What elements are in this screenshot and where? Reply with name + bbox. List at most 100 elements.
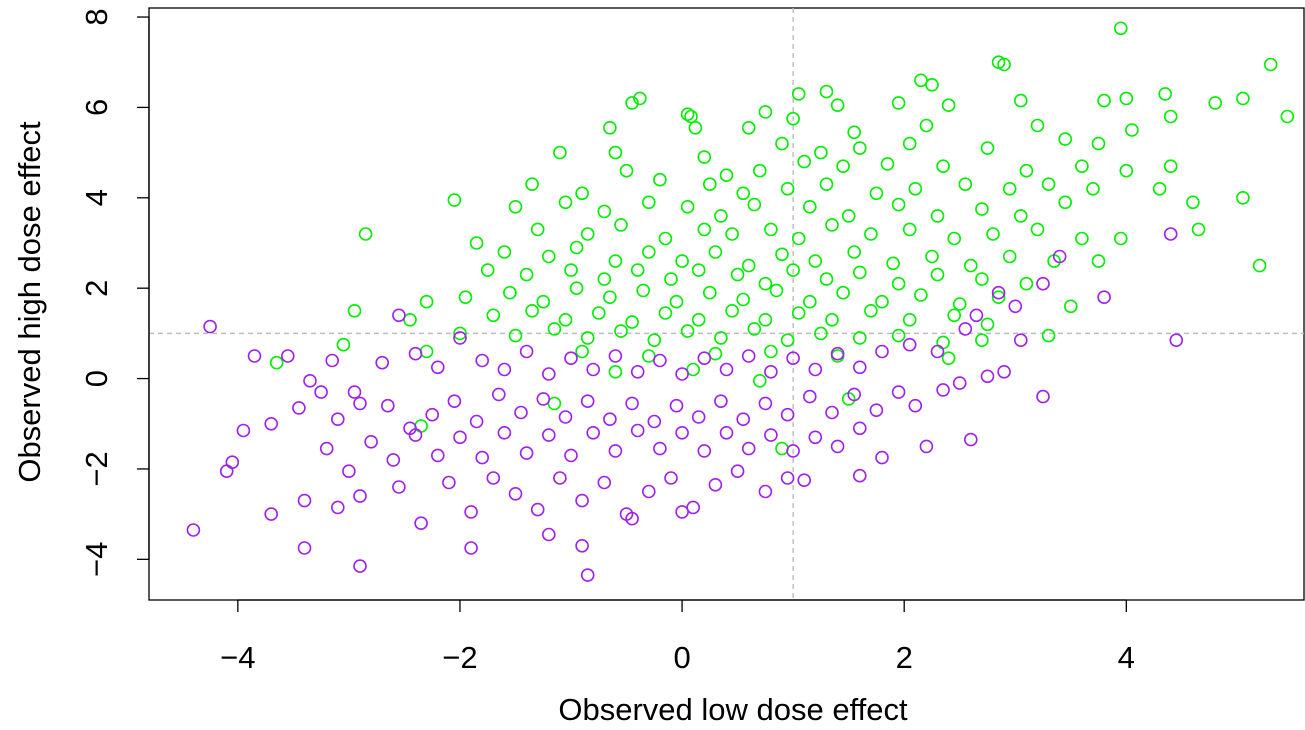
point-1-117 bbox=[508, 486, 523, 501]
point-0-95 bbox=[864, 227, 878, 241]
point-1-6 bbox=[375, 355, 390, 370]
point-0-124 bbox=[597, 272, 612, 286]
point-0-99 bbox=[1030, 222, 1045, 237]
point-0-203 bbox=[775, 441, 789, 456]
point-0-187 bbox=[1041, 328, 1056, 343]
point-0-155 bbox=[403, 312, 417, 327]
point-0-192 bbox=[708, 346, 723, 361]
point-1-30 bbox=[902, 337, 917, 352]
point-0-148 bbox=[802, 294, 817, 309]
point-0-184 bbox=[891, 328, 906, 343]
point-1-42 bbox=[225, 455, 240, 470]
point-0-9 bbox=[633, 91, 647, 106]
point-1-134 bbox=[353, 559, 367, 573]
point-0-176 bbox=[614, 324, 628, 338]
point-1-125 bbox=[686, 500, 701, 515]
point-0-142 bbox=[603, 290, 617, 305]
point-0-89 bbox=[658, 231, 673, 246]
point-0-2 bbox=[997, 57, 1011, 72]
point-0-135 bbox=[975, 272, 989, 286]
point-1-0 bbox=[203, 319, 217, 334]
point-1-26 bbox=[808, 362, 823, 377]
point-1-61 bbox=[625, 396, 639, 411]
point-0-28 bbox=[919, 118, 934, 133]
point-0-193 bbox=[764, 344, 778, 359]
point-1-18 bbox=[630, 364, 645, 379]
point-0-169 bbox=[947, 308, 962, 323]
point-1-84 bbox=[408, 428, 423, 442]
point-0-162 bbox=[691, 312, 706, 327]
point-0-4 bbox=[914, 73, 928, 88]
point-1-115 bbox=[464, 505, 478, 519]
point-1-73 bbox=[891, 385, 906, 399]
point-1-128 bbox=[758, 484, 773, 499]
point-0-48 bbox=[936, 159, 950, 173]
point-1-83 bbox=[386, 453, 401, 467]
point-0-72 bbox=[641, 195, 656, 210]
point-0-12 bbox=[1119, 91, 1134, 106]
point-1-81 bbox=[342, 464, 356, 479]
point-1-47 bbox=[314, 385, 328, 399]
point-0-134 bbox=[930, 267, 945, 282]
point-1-39 bbox=[1097, 290, 1111, 305]
y-tick-label-5: 6 bbox=[79, 99, 114, 116]
point-0-103 bbox=[497, 245, 512, 259]
point-0-190 bbox=[575, 344, 589, 359]
point-0-75 bbox=[747, 197, 762, 212]
point-0-52 bbox=[1163, 159, 1178, 173]
point-1-2 bbox=[280, 349, 295, 363]
point-0-0 bbox=[1114, 21, 1128, 36]
point-0-15 bbox=[680, 107, 695, 121]
point-1-23 bbox=[741, 349, 756, 363]
point-1-130 bbox=[797, 473, 812, 488]
point-1-109 bbox=[297, 493, 312, 508]
point-1-24 bbox=[764, 364, 778, 379]
point-0-150 bbox=[875, 294, 889, 309]
point-0-11 bbox=[1097, 93, 1111, 108]
point-1-120 bbox=[575, 493, 589, 508]
point-0-130 bbox=[786, 263, 800, 277]
point-1-98 bbox=[719, 425, 734, 440]
point-1-12 bbox=[497, 362, 512, 377]
point-0-110 bbox=[741, 258, 756, 273]
point-0-67 bbox=[1186, 195, 1200, 210]
point-0-62 bbox=[958, 177, 973, 191]
point-0-44 bbox=[752, 163, 767, 178]
point-0-104 bbox=[541, 249, 556, 264]
point-0-54 bbox=[575, 186, 589, 201]
point-1-16 bbox=[586, 362, 601, 377]
point-0-71 bbox=[597, 204, 612, 219]
point-1-97 bbox=[697, 444, 712, 458]
point-1-7 bbox=[392, 308, 406, 323]
point-0-138 bbox=[458, 290, 473, 305]
point-1-31 bbox=[930, 344, 945, 359]
x-tick-label-1: −2 bbox=[442, 640, 477, 675]
point-0-173 bbox=[508, 328, 523, 343]
point-1-53 bbox=[447, 394, 462, 409]
point-0-51 bbox=[1119, 163, 1134, 178]
point-0-93 bbox=[791, 231, 806, 246]
x-tick-label-2: 0 bbox=[673, 640, 690, 675]
x-tick-label-3: 2 bbox=[896, 640, 913, 675]
point-1-70 bbox=[825, 405, 839, 420]
point-0-41 bbox=[1091, 136, 1106, 151]
point-1-4 bbox=[325, 353, 340, 368]
point-1-72 bbox=[869, 403, 884, 418]
point-1-22 bbox=[719, 362, 734, 377]
point-0-69 bbox=[508, 200, 523, 214]
point-1-64 bbox=[691, 410, 706, 424]
point-0-167 bbox=[864, 303, 878, 318]
point-1-116 bbox=[486, 471, 501, 485]
point-1-36 bbox=[1013, 333, 1028, 348]
point-0-50 bbox=[1075, 159, 1089, 173]
point-0-185 bbox=[936, 335, 950, 350]
point-0-35 bbox=[775, 136, 789, 151]
point-0-200 bbox=[547, 396, 562, 411]
point-1-62 bbox=[647, 414, 662, 429]
point-0-27 bbox=[847, 125, 862, 140]
point-0-111 bbox=[775, 247, 789, 262]
point-1-80 bbox=[319, 441, 334, 456]
point-0-186 bbox=[975, 333, 989, 348]
point-1-129 bbox=[780, 471, 795, 485]
point-1-32 bbox=[958, 322, 973, 336]
